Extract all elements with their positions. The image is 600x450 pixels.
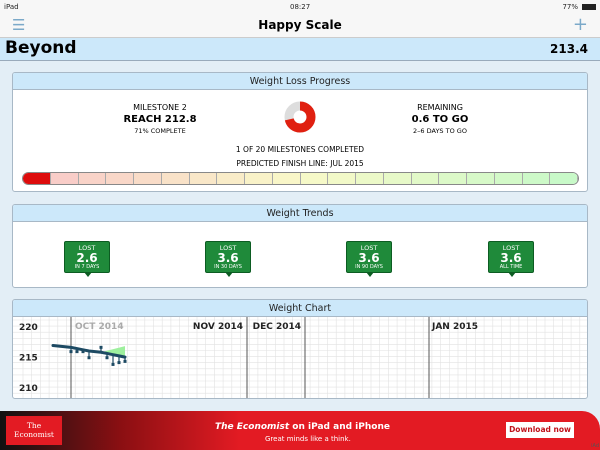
milestone-target: REACH 212.8 bbox=[123, 114, 197, 125]
milestone-segment bbox=[245, 173, 273, 184]
trend-period: IN 30 DAYS bbox=[214, 264, 242, 270]
panel-title: Weight Loss Progress bbox=[13, 73, 587, 90]
weight-point bbox=[81, 350, 85, 354]
milestone-bar bbox=[22, 172, 579, 185]
month-label: NOV 2014 bbox=[193, 322, 243, 332]
remaining-days: 2–6 DAYS TO GO bbox=[413, 127, 467, 135]
y-tick-label: 210 bbox=[19, 384, 38, 394]
weight-chart[interactable]: OCT 2014 NOV 2014 DEC 2014 JAN 2015 220 215 21… bbox=[13, 317, 588, 399]
profile-bar[interactable]: Beyond 213.4 bbox=[0, 38, 600, 61]
trend-badge: LOST 3.6 ALL TIME bbox=[488, 241, 534, 277]
milestone-segment bbox=[356, 173, 384, 184]
panel-title: Weight Trends bbox=[13, 205, 587, 222]
ad-subline: Great minds like a think. bbox=[265, 435, 351, 443]
milestone-segment bbox=[328, 173, 356, 184]
trend-value: 3.6 bbox=[217, 251, 239, 265]
weight-chart-panel[interactable]: Weight Chart OCT 2014 NOV 2014 DEC 2014 JAN… bbox=[12, 299, 588, 399]
economist-ad-banner[interactable]: The Economist The Economist on iPad and i… bbox=[0, 411, 600, 450]
weight-point bbox=[105, 356, 109, 360]
nav-bar: ☰ Happy Scale + bbox=[0, 14, 600, 38]
milestone-segment bbox=[300, 173, 329, 184]
weight-point bbox=[75, 350, 79, 354]
status-bar: iPad 08:27 77% bbox=[0, 0, 600, 14]
milestone-segment bbox=[161, 173, 190, 184]
weight-point bbox=[69, 350, 73, 354]
remaining-value: 0.6 TO GO bbox=[411, 114, 469, 125]
trend-value: 3.6 bbox=[500, 251, 522, 265]
milestone-donut bbox=[284, 101, 316, 133]
weight-point bbox=[87, 356, 91, 360]
trend-label: LOST bbox=[502, 244, 520, 252]
weight-point bbox=[117, 361, 121, 365]
remaining-label: REMAINING bbox=[417, 103, 463, 112]
panel-title: Weight Chart bbox=[13, 300, 587, 317]
milestone-label: MILESTONE 2 bbox=[133, 103, 187, 112]
trend-period: IN 90 DAYS bbox=[355, 264, 383, 270]
y-tick-label: 220 bbox=[19, 323, 38, 333]
milestone-segment bbox=[550, 173, 578, 184]
weight-loss-progress-panel: Weight Loss Progress MILESTONE 2 REACH 2… bbox=[12, 72, 588, 192]
milestone-segment bbox=[272, 173, 301, 184]
trend-label: LOST bbox=[360, 244, 378, 252]
milestones-completed: 1 OF 20 MILESTONES COMPLETED bbox=[235, 145, 365, 154]
hamburger-icon[interactable]: ☰ bbox=[12, 16, 26, 34]
milestone-segment bbox=[411, 173, 440, 184]
trend-label: LOST bbox=[219, 244, 237, 252]
iad-tag: iAd bbox=[591, 443, 599, 449]
download-now-button[interactable]: Download now bbox=[506, 422, 574, 438]
trend-value: 2.6 bbox=[76, 251, 98, 265]
weight-point bbox=[111, 362, 115, 366]
milestone-segment bbox=[78, 173, 107, 184]
time: 08:27 bbox=[290, 3, 311, 11]
trend-value: 3.6 bbox=[358, 251, 380, 265]
trend-badge: LOST 3.6 IN 90 DAYS bbox=[346, 241, 392, 277]
milestone-segment bbox=[189, 173, 218, 184]
trend-line bbox=[51, 344, 127, 359]
milestone-segment bbox=[522, 173, 551, 184]
milestone-segment bbox=[23, 173, 51, 184]
finish-line: PREDICTED FINISH LINE: JUL 2015 bbox=[236, 159, 364, 168]
current-weight: 213.4 bbox=[550, 42, 588, 56]
milestone-segment bbox=[50, 173, 79, 184]
trend-badge: LOST 2.6 IN 7 DAYS bbox=[64, 241, 110, 277]
app-title: Happy Scale bbox=[258, 18, 342, 32]
weight-point bbox=[123, 359, 127, 363]
y-tick-label: 215 bbox=[19, 354, 38, 364]
plus-icon[interactable]: + bbox=[572, 14, 588, 35]
battery-icon bbox=[582, 4, 596, 10]
milestone-segment bbox=[439, 173, 467, 184]
economist-logo: The Economist bbox=[6, 416, 62, 445]
milestone-segment bbox=[217, 173, 245, 184]
milestone-segment bbox=[383, 173, 412, 184]
trend-period: ALL TIME bbox=[499, 264, 523, 270]
donut-progress bbox=[284, 101, 316, 133]
device-label: iPad bbox=[4, 3, 19, 11]
weight-point bbox=[99, 345, 103, 349]
trend-label: LOST bbox=[78, 244, 96, 252]
trend-badge: LOST 3.6 IN 30 DAYS bbox=[205, 241, 251, 277]
month-label: DEC 2014 bbox=[253, 322, 301, 332]
milestone-percent: 71% COMPLETE bbox=[134, 127, 186, 135]
month-label: JAN 2015 bbox=[431, 322, 478, 332]
milestone-segment bbox=[134, 173, 162, 184]
milestone-segment bbox=[467, 173, 495, 184]
milestone-segment bbox=[106, 173, 134, 184]
profile-name: Beyond bbox=[5, 38, 77, 58]
month-label: OCT 2014 bbox=[75, 322, 124, 332]
trend-period: IN 7 DAYS bbox=[74, 264, 100, 270]
battery-percent: 77% bbox=[562, 3, 578, 11]
milestone-segment bbox=[494, 173, 523, 184]
ad-headline: The Economist on iPad and iPhone bbox=[215, 422, 390, 432]
